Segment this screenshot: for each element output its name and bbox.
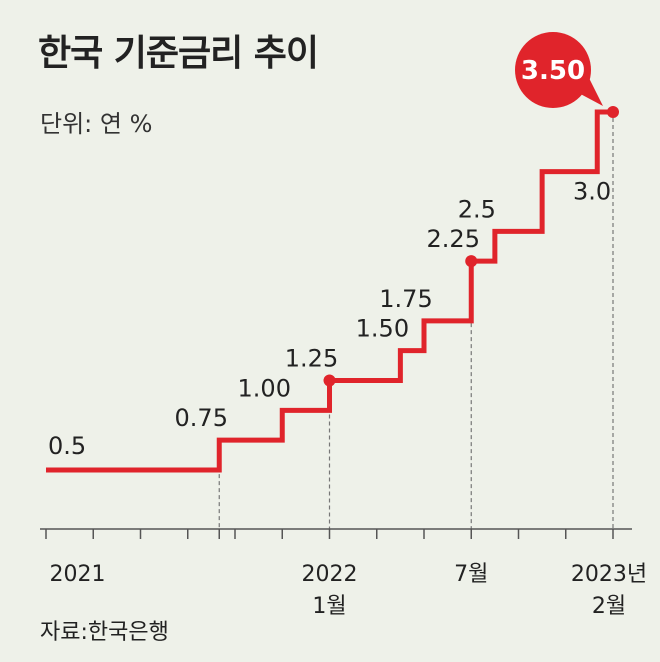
value-label-8: 3.0	[573, 178, 611, 206]
unit-label: 단위: 연 %	[40, 110, 153, 138]
value-label-6: 2.25	[427, 225, 480, 253]
highlight-bubble	[515, 32, 591, 108]
x-label-2: 1월	[312, 594, 346, 619]
rate-marker-0	[323, 374, 336, 387]
x-label-1: 2022	[302, 562, 358, 587]
value-label-7: 2.5	[458, 195, 496, 223]
source-label: 자료:한국은행	[40, 620, 169, 645]
x-label-0: 2021	[50, 562, 106, 587]
x-label-5: 2월	[592, 594, 626, 619]
value-label-3: 1.25	[285, 345, 338, 373]
value-label-1: 0.75	[175, 404, 228, 432]
rate-marker-1	[465, 255, 478, 268]
value-label-0: 0.5	[48, 432, 86, 460]
value-label-4: 1.50	[356, 315, 409, 343]
rate-step-line	[46, 109, 613, 473]
x-label-3: 7월	[454, 562, 488, 587]
chart-title: 한국 기준금리 추이	[38, 33, 319, 74]
rate-marker-2	[607, 106, 619, 118]
x-label-4: 2023년	[571, 562, 647, 587]
value-label-5: 1.75	[379, 285, 432, 313]
highlight-value: 3.50	[521, 56, 585, 86]
value-label-2: 1.00	[238, 374, 291, 402]
